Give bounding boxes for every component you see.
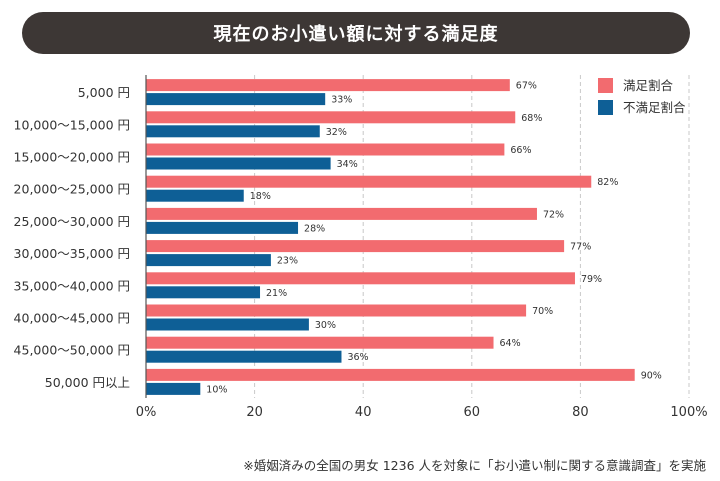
legend-label: 不満足割合 (623, 100, 686, 115)
data-label: 70% (532, 306, 553, 317)
satisfied-bar (146, 304, 527, 317)
unsatisfied-bar (146, 254, 271, 267)
data-label: 21% (266, 288, 287, 299)
category-label: 15,000〜20,000 円 (14, 150, 130, 165)
category-label: 50,000 円以上 (45, 375, 130, 390)
category-label: 5,000 円 (78, 85, 130, 100)
satisfied-bar (146, 240, 565, 253)
data-label: 79% (581, 274, 602, 285)
legend-swatch (598, 78, 613, 93)
data-label: 72% (543, 209, 564, 220)
tick-label: 20 (246, 405, 263, 420)
category-label: 40,000〜45,000 円 (14, 311, 130, 326)
tick-label: 0% (136, 405, 157, 420)
legend-label: 満足割合 (623, 78, 674, 93)
category-label: 35,000〜40,000 円 (14, 278, 130, 293)
satisfied-bar (146, 143, 505, 156)
category-label: 20,000〜25,000 円 (14, 182, 130, 197)
category-label: 30,000〜35,000 円 (14, 246, 130, 261)
data-label: 18% (250, 191, 271, 202)
tick-label: 100% (670, 405, 707, 420)
unsatisfied-bar (146, 157, 331, 170)
category-label: 10,000〜15,000 円 (14, 117, 130, 132)
satisfied-bar (146, 272, 575, 285)
satisfied-bar (146, 336, 494, 349)
unsatisfied-bar (146, 125, 320, 138)
footnote: ※婚姻済みの全国の男女 1236 人を対象に「お小遣い制に関する意識調査」を実施 (243, 458, 706, 473)
data-label: 33% (331, 95, 352, 106)
data-label: 90% (641, 370, 662, 381)
category-label: 25,000〜30,000 円 (14, 214, 130, 229)
satisfied-bar (146, 111, 516, 124)
unsatisfied-bar (146, 286, 261, 299)
data-label: 34% (337, 159, 358, 170)
data-label: 28% (304, 223, 325, 234)
data-label: 36% (347, 352, 368, 363)
unsatisfied-bar (146, 350, 342, 363)
unsatisfied-bar (146, 221, 299, 234)
data-label: 66% (510, 145, 531, 156)
chart-title: 現在のお小遣い額に対する満足度 (22, 12, 690, 54)
data-label: 67% (516, 81, 537, 92)
category-label: 45,000〜50,000 円 (14, 343, 130, 358)
unsatisfied-bar (146, 318, 309, 331)
tick-label: 80 (572, 405, 589, 420)
unsatisfied-bar (146, 382, 201, 395)
data-label: 23% (277, 256, 298, 267)
satisfied-bar (146, 207, 537, 220)
satisfied-bar (146, 368, 635, 381)
tick-label: 60 (464, 405, 481, 420)
unsatisfied-bar (146, 93, 326, 106)
data-label: 68% (521, 113, 542, 124)
legend-swatch (598, 100, 613, 115)
data-label: 82% (597, 177, 618, 188)
tick-label: 40 (355, 405, 372, 420)
satisfied-bar (146, 175, 592, 188)
data-label: 77% (570, 242, 591, 253)
data-label: 32% (326, 127, 347, 138)
data-label: 10% (206, 384, 227, 395)
data-label: 64% (500, 338, 521, 349)
unsatisfied-bar (146, 189, 244, 202)
data-label: 30% (315, 320, 336, 331)
satisfied-bar (146, 79, 510, 92)
